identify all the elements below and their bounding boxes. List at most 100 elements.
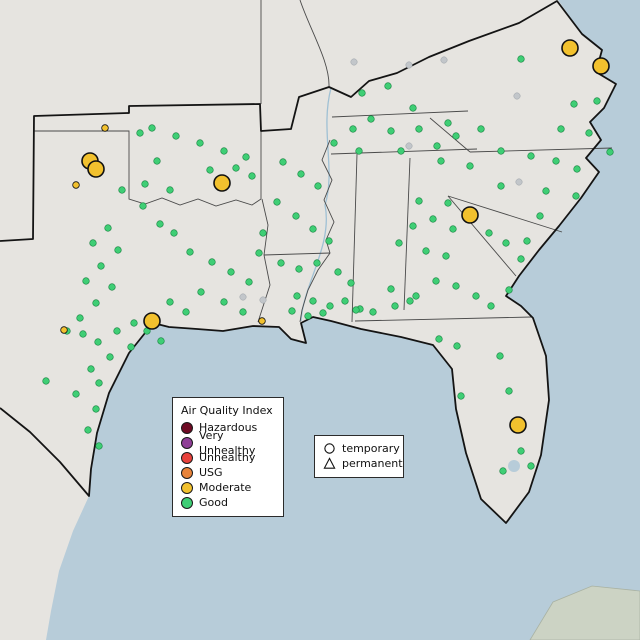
station-marker-good[interactable]: [72, 390, 80, 398]
station-marker-good[interactable]: [496, 352, 504, 360]
station-marker-good[interactable]: [412, 292, 420, 300]
station-marker-good[interactable]: [293, 292, 301, 300]
station-marker-good[interactable]: [497, 147, 505, 155]
station-marker-good[interactable]: [499, 467, 507, 475]
station-marker-good[interactable]: [369, 308, 377, 316]
station-marker-good[interactable]: [557, 125, 565, 133]
station-marker-good[interactable]: [255, 249, 263, 257]
station-marker-good[interactable]: [309, 297, 317, 305]
station-marker-nodata[interactable]: [239, 293, 247, 301]
station-marker-good[interactable]: [330, 139, 338, 147]
station-marker-good[interactable]: [157, 337, 165, 345]
station-marker-good[interactable]: [166, 298, 174, 306]
station-marker-good[interactable]: [92, 299, 100, 307]
station-marker-good[interactable]: [186, 248, 194, 256]
station-marker-good[interactable]: [457, 392, 465, 400]
station-marker-good[interactable]: [523, 237, 531, 245]
station-marker-good[interactable]: [387, 285, 395, 293]
station-marker-good[interactable]: [444, 119, 452, 127]
station-marker-good[interactable]: [527, 462, 535, 470]
station-marker-good[interactable]: [82, 277, 90, 285]
station-marker-good[interactable]: [325, 237, 333, 245]
station-marker-good[interactable]: [114, 246, 122, 254]
station-marker-good[interactable]: [153, 157, 161, 165]
station-marker-good[interactable]: [485, 229, 493, 237]
station-marker-good[interactable]: [79, 330, 87, 338]
station-marker-good[interactable]: [208, 258, 216, 266]
station-marker-good[interactable]: [433, 142, 441, 150]
station-marker-good[interactable]: [341, 297, 349, 305]
station-marker-good[interactable]: [197, 288, 205, 296]
station-marker-good[interactable]: [452, 282, 460, 290]
station-marker-good[interactable]: [113, 327, 121, 335]
station-marker-good[interactable]: [429, 215, 437, 223]
station-marker-good[interactable]: [432, 277, 440, 285]
station-marker-good[interactable]: [347, 279, 355, 287]
station-marker-good[interactable]: [170, 229, 178, 237]
station-marker-moderate-temporary[interactable]: [143, 312, 161, 330]
station-marker-nodata[interactable]: [405, 142, 413, 150]
station-marker-good[interactable]: [437, 157, 445, 165]
station-marker-good[interactable]: [136, 129, 144, 137]
station-marker-good[interactable]: [453, 342, 461, 350]
station-marker-good[interactable]: [573, 165, 581, 173]
station-marker-good[interactable]: [95, 442, 103, 450]
station-marker-good[interactable]: [570, 100, 578, 108]
station-marker-good[interactable]: [391, 302, 399, 310]
station-marker-good[interactable]: [384, 82, 392, 90]
station-marker-good[interactable]: [505, 387, 513, 395]
station-marker-good[interactable]: [387, 127, 395, 135]
station-marker-good[interactable]: [452, 132, 460, 140]
station-marker-moderate-temporary[interactable]: [213, 174, 231, 192]
station-marker-good[interactable]: [502, 239, 510, 247]
station-marker-good[interactable]: [273, 198, 281, 206]
station-marker-good[interactable]: [395, 239, 403, 247]
station-marker-good[interactable]: [422, 247, 430, 255]
station-marker-good[interactable]: [536, 212, 544, 220]
station-marker-good[interactable]: [517, 255, 525, 263]
station-marker-good[interactable]: [444, 199, 452, 207]
station-marker-good[interactable]: [295, 265, 303, 273]
station-marker-good[interactable]: [593, 97, 601, 105]
station-marker-good[interactable]: [130, 319, 138, 327]
station-marker-good[interactable]: [314, 182, 322, 190]
station-marker-good[interactable]: [487, 302, 495, 310]
station-marker-moderate-temporary[interactable]: [461, 206, 479, 224]
station-marker-good[interactable]: [104, 224, 112, 232]
station-marker-good[interactable]: [319, 309, 327, 317]
station-marker-good[interactable]: [232, 164, 240, 172]
station-marker-good[interactable]: [220, 147, 228, 155]
station-marker-good[interactable]: [227, 268, 235, 276]
station-marker-good[interactable]: [415, 125, 423, 133]
station-marker-good[interactable]: [313, 259, 321, 267]
station-marker-good[interactable]: [527, 152, 535, 160]
station-marker-good[interactable]: [288, 307, 296, 315]
station-marker-nodata[interactable]: [440, 56, 448, 64]
station-marker-good[interactable]: [166, 186, 174, 194]
station-marker-good[interactable]: [245, 278, 253, 286]
station-marker-good[interactable]: [87, 365, 95, 373]
station-marker-good[interactable]: [309, 225, 317, 233]
station-marker-good[interactable]: [206, 166, 214, 174]
station-marker-moderate-temporary[interactable]: [561, 39, 579, 57]
station-marker-moderate[interactable]: [101, 124, 109, 132]
station-marker-nodata[interactable]: [513, 92, 521, 100]
station-marker-good[interactable]: [466, 162, 474, 170]
station-marker-good[interactable]: [406, 297, 414, 305]
station-marker-good[interactable]: [76, 314, 84, 322]
station-marker-good[interactable]: [542, 187, 550, 195]
station-marker-good[interactable]: [349, 125, 357, 133]
station-marker-good[interactable]: [292, 212, 300, 220]
station-marker-good[interactable]: [94, 338, 102, 346]
station-marker-good[interactable]: [106, 353, 114, 361]
station-marker-good[interactable]: [367, 115, 375, 123]
station-marker-good[interactable]: [42, 377, 50, 385]
station-marker-good[interactable]: [334, 268, 342, 276]
station-marker-good[interactable]: [409, 104, 417, 112]
station-marker-good[interactable]: [517, 55, 525, 63]
station-marker-good[interactable]: [304, 312, 312, 320]
station-marker-good[interactable]: [297, 170, 305, 178]
station-marker-good[interactable]: [148, 124, 156, 132]
station-marker-good[interactable]: [182, 308, 190, 316]
station-marker-good[interactable]: [196, 139, 204, 147]
